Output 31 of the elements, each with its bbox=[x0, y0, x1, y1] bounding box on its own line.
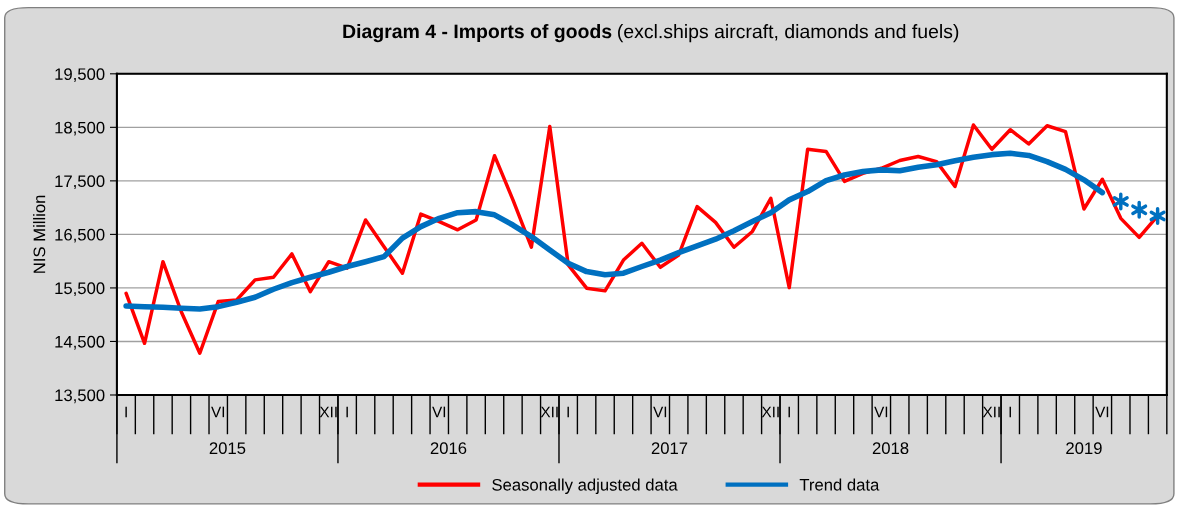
text: 2019 bbox=[1066, 442, 1102, 455]
y-tick-label: 16,500 bbox=[55, 228, 105, 243]
x-tick-label: I bbox=[567, 406, 569, 418]
x-tick-label: XII bbox=[319, 406, 337, 418]
legend-label: Trend data bbox=[799, 478, 880, 491]
chart-subtitle: (excl.ships aircraft, diamonds and fuels) bbox=[618, 24, 959, 43]
x-tick-label: I bbox=[125, 406, 127, 418]
text: 2018 bbox=[872, 442, 909, 455]
x-tick-label: VI bbox=[432, 406, 446, 418]
x-tick-label: I bbox=[1009, 406, 1011, 418]
text: 2017 bbox=[651, 442, 688, 455]
x-tick-label: I bbox=[788, 406, 790, 418]
text: 2016 bbox=[430, 442, 467, 455]
y-tick-label: 15,500 bbox=[55, 282, 105, 297]
x-tick-label: I bbox=[346, 406, 348, 418]
y-tick-label: 13,500 bbox=[55, 389, 105, 404]
y-tick-label: 17,500 bbox=[55, 175, 105, 190]
y-axis-title: NIS Million bbox=[33, 195, 46, 273]
x-tick-label: XII bbox=[982, 406, 1000, 418]
x-tick-label: VI bbox=[211, 406, 225, 418]
legend-label: Seasonally adjusted data bbox=[492, 478, 678, 494]
x-tick-label: XII bbox=[540, 406, 558, 418]
chart-title: Diagram 4 - Imports of goods bbox=[343, 23, 612, 43]
y-tick-label: 14,500 bbox=[55, 335, 105, 350]
x-tick-label: VI bbox=[874, 406, 888, 418]
y-tick-label: 19,500 bbox=[55, 68, 105, 82]
y-tick-label: 18,500 bbox=[55, 121, 105, 136]
x-tick-label: VI bbox=[1095, 406, 1109, 418]
text: 2015 bbox=[209, 442, 246, 455]
x-tick-label: VI bbox=[653, 406, 667, 418]
x-tick-label: XII bbox=[761, 406, 779, 418]
